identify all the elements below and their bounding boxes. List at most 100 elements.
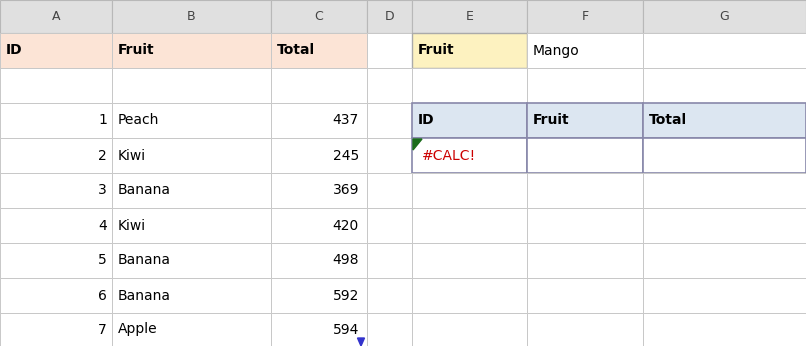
- Text: Total: Total: [277, 44, 315, 57]
- Bar: [412, 243, 527, 278]
- Bar: [367, 243, 412, 278]
- Text: B: B: [187, 10, 196, 23]
- Bar: [643, 33, 806, 68]
- Bar: [0, 208, 112, 243]
- Bar: [527, 68, 643, 103]
- Bar: [527, 33, 643, 68]
- Bar: [367, 278, 412, 313]
- Bar: [367, 33, 412, 68]
- Text: 594: 594: [333, 322, 359, 337]
- Bar: [412, 138, 527, 173]
- Text: E: E: [466, 10, 473, 23]
- Bar: [412, 103, 527, 138]
- Text: 245: 245: [333, 148, 359, 163]
- Text: G: G: [720, 10, 729, 23]
- Text: Banana: Banana: [118, 183, 171, 198]
- Bar: [112, 138, 271, 173]
- Bar: [0, 138, 112, 173]
- Bar: [0, 278, 112, 313]
- Bar: [112, 103, 271, 138]
- Bar: [271, 243, 367, 278]
- Bar: [643, 103, 806, 138]
- Bar: [527, 0, 643, 33]
- Bar: [0, 68, 112, 103]
- Bar: [112, 243, 271, 278]
- Text: C: C: [314, 10, 323, 23]
- Text: 498: 498: [333, 254, 359, 267]
- Bar: [271, 208, 367, 243]
- Bar: [527, 173, 643, 208]
- Bar: [367, 208, 412, 243]
- Bar: [0, 313, 112, 346]
- Text: Banana: Banana: [118, 254, 171, 267]
- Bar: [412, 208, 527, 243]
- Text: 420: 420: [333, 219, 359, 233]
- Bar: [271, 0, 367, 33]
- Text: Fruit: Fruit: [418, 44, 455, 57]
- Text: 1: 1: [98, 113, 107, 127]
- Bar: [112, 33, 271, 68]
- Bar: [0, 243, 112, 278]
- Text: 7: 7: [98, 322, 107, 337]
- Bar: [367, 68, 412, 103]
- Polygon shape: [413, 139, 422, 150]
- Text: 592: 592: [333, 289, 359, 302]
- Bar: [527, 243, 643, 278]
- Bar: [527, 208, 643, 243]
- Text: ID: ID: [418, 113, 434, 127]
- Bar: [527, 313, 643, 346]
- Bar: [643, 173, 806, 208]
- Text: Mango: Mango: [533, 44, 580, 57]
- Text: F: F: [581, 10, 588, 23]
- Bar: [271, 68, 367, 103]
- Text: 2: 2: [98, 148, 107, 163]
- Bar: [0, 0, 112, 33]
- Bar: [527, 278, 643, 313]
- Text: Total: Total: [649, 113, 688, 127]
- Polygon shape: [358, 338, 364, 346]
- Bar: [412, 173, 527, 208]
- Bar: [112, 313, 271, 346]
- Bar: [643, 0, 806, 33]
- Bar: [527, 138, 643, 173]
- Text: 4: 4: [98, 219, 107, 233]
- Text: 369: 369: [333, 183, 359, 198]
- Text: Kiwi: Kiwi: [118, 148, 146, 163]
- Text: 3: 3: [98, 183, 107, 198]
- Text: Fruit: Fruit: [118, 44, 155, 57]
- Bar: [271, 103, 367, 138]
- Bar: [367, 313, 412, 346]
- Bar: [0, 173, 112, 208]
- Text: A: A: [52, 10, 60, 23]
- Text: 6: 6: [98, 289, 107, 302]
- Bar: [412, 0, 527, 33]
- Bar: [412, 68, 527, 103]
- Bar: [367, 0, 412, 33]
- Bar: [271, 33, 367, 68]
- Bar: [643, 313, 806, 346]
- Bar: [527, 103, 643, 138]
- Text: 5: 5: [98, 254, 107, 267]
- Bar: [367, 173, 412, 208]
- Text: Apple: Apple: [118, 322, 158, 337]
- Bar: [112, 278, 271, 313]
- Bar: [0, 33, 112, 68]
- Bar: [412, 278, 527, 313]
- Bar: [112, 68, 271, 103]
- Text: ID: ID: [6, 44, 23, 57]
- Bar: [643, 243, 806, 278]
- Text: D: D: [384, 10, 394, 23]
- Bar: [643, 208, 806, 243]
- Bar: [367, 103, 412, 138]
- Bar: [112, 0, 271, 33]
- Text: Kiwi: Kiwi: [118, 219, 146, 233]
- Bar: [643, 278, 806, 313]
- Bar: [271, 138, 367, 173]
- Bar: [112, 208, 271, 243]
- Bar: [643, 138, 806, 173]
- Bar: [412, 313, 527, 346]
- Bar: [271, 313, 367, 346]
- Text: Peach: Peach: [118, 113, 160, 127]
- Bar: [367, 138, 412, 173]
- Text: Banana: Banana: [118, 289, 171, 302]
